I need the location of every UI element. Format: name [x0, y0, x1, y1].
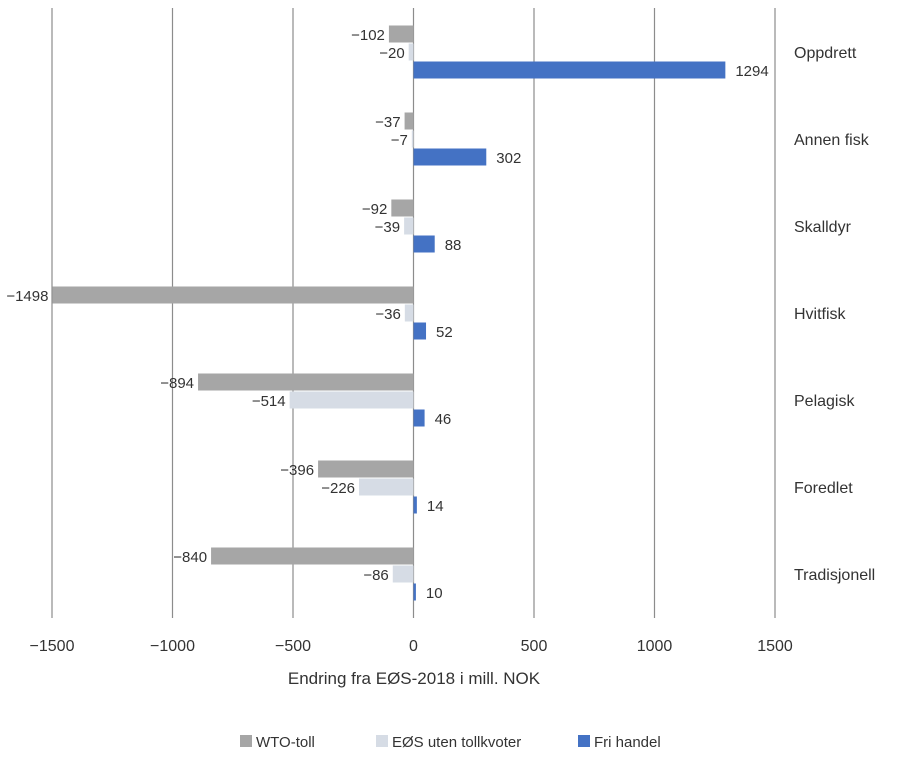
x-axis-ticks: −1500 −1000 −500 0 500 1000 1500 — [30, 638, 793, 655]
x-tick-label: −1000 — [150, 638, 195, 655]
x-tick-label: −500 — [275, 638, 311, 655]
data-label: −37 — [375, 114, 400, 131]
data-label: −92 — [362, 201, 387, 218]
legend: WTO-toll EØS uten tollkvoter Fri handel — [240, 734, 661, 751]
category-label: Tradisjonell — [794, 567, 875, 584]
bars — [52, 25, 726, 601]
legend-label: EØS uten tollkvoter — [392, 734, 521, 751]
category-label: Annen fisk — [794, 132, 870, 149]
category-labels: Oppdrett Annen fisk Skalldyr Hvitfisk Pelagi… — [794, 45, 875, 584]
bar — [359, 478, 414, 496]
data-labels: −102−20 1294 −37−7 302 −92−39 88 −1498 −36 52 −89… — [6, 27, 768, 602]
x-tick-label: 0 — [409, 638, 418, 655]
data-label: −39 — [375, 219, 400, 236]
x-tick-label: 500 — [521, 638, 548, 655]
data-label: −1498 — [6, 288, 48, 305]
data-label: −514 — [252, 393, 286, 410]
bar — [388, 25, 414, 43]
data-label: −86 — [363, 567, 388, 584]
x-tick-label: −1500 — [30, 638, 75, 655]
bar — [392, 565, 414, 583]
category-label: Pelagisk — [794, 393, 855, 410]
legend-label: WTO-toll — [256, 734, 315, 751]
legend-label: Fri handel — [594, 734, 661, 751]
data-label: −226 — [321, 480, 355, 497]
bar — [413, 235, 435, 253]
gridlines — [51, 8, 776, 618]
category-label: Skalldyr — [794, 219, 852, 236]
data-label: −20 — [379, 45, 404, 62]
bar — [318, 460, 414, 478]
bar — [413, 148, 487, 166]
data-label: 1294 — [735, 63, 768, 80]
bar — [404, 304, 414, 322]
bar — [289, 391, 414, 409]
data-label: −102 — [351, 27, 385, 44]
bar — [408, 43, 414, 61]
data-label: 52 — [436, 324, 453, 341]
bar — [211, 547, 414, 565]
x-tick-label: 1000 — [637, 638, 673, 655]
data-label: −7 — [391, 132, 408, 149]
data-label: 14 — [427, 498, 444, 515]
bar — [52, 286, 414, 304]
x-axis-title: Endring fra EØS-2018 i mill. NOK — [288, 669, 541, 688]
category-label: Hvitfisk — [794, 306, 847, 323]
legend-swatch — [376, 735, 388, 747]
data-label: −36 — [375, 306, 400, 323]
bar — [411, 130, 414, 148]
bar — [413, 409, 425, 427]
data-label: −894 — [160, 375, 194, 392]
bar — [391, 199, 414, 217]
legend-swatch — [578, 735, 590, 747]
bar — [404, 217, 414, 235]
data-label: 10 — [426, 585, 443, 602]
x-tick-label: 1500 — [757, 638, 793, 655]
data-label: 302 — [496, 150, 521, 167]
data-label: −396 — [280, 462, 314, 479]
legend-swatch — [240, 735, 252, 747]
category-label: Foredlet — [794, 480, 853, 497]
bar — [413, 61, 726, 79]
bar — [413, 583, 416, 601]
data-label: 88 — [445, 237, 462, 254]
data-label: −840 — [173, 549, 207, 566]
data-label: 46 — [435, 411, 452, 428]
bar — [404, 112, 414, 130]
bar — [413, 496, 417, 514]
bar — [413, 322, 427, 340]
category-label: Oppdrett — [794, 45, 857, 62]
bar — [198, 373, 414, 391]
